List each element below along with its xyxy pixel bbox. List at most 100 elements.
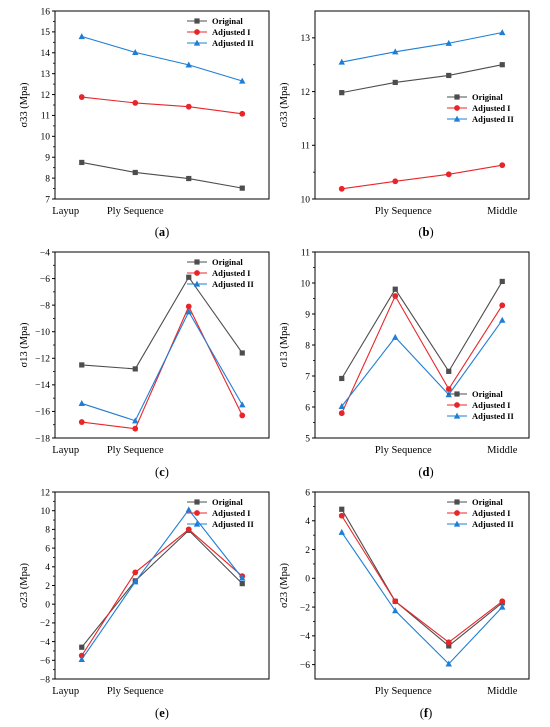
y-tick-label: 12	[41, 488, 51, 498]
data-point	[239, 110, 246, 117]
y-tick-label: −8	[40, 675, 50, 685]
y-tick-label: −4	[40, 248, 50, 258]
data-point	[499, 162, 506, 169]
y-tick-label: 8	[45, 526, 50, 536]
panel-caption: (c)	[155, 465, 169, 479]
panel-caption: (d)	[418, 465, 433, 479]
y-tick-label: 11	[301, 142, 310, 152]
series-adjusted-i	[78, 94, 246, 117]
data-point	[338, 58, 345, 65]
series-line	[341, 319, 503, 407]
data-point	[239, 401, 246, 408]
data-point	[185, 103, 192, 110]
legend-marker	[194, 270, 200, 276]
data-point	[445, 660, 452, 667]
data-point	[392, 79, 398, 86]
data-point	[239, 574, 246, 581]
series-adjusted-ii	[78, 33, 246, 84]
data-point	[132, 425, 139, 432]
legend-marker	[454, 499, 460, 505]
data-point	[186, 274, 192, 280]
y-tick-label: 8	[45, 174, 50, 184]
data-point	[392, 48, 399, 55]
y-tick-label: 13	[301, 34, 311, 44]
panel-caption: (b)	[418, 225, 433, 239]
series-line	[341, 515, 503, 644]
data-point	[239, 412, 246, 419]
series-line	[341, 281, 503, 379]
series-line	[341, 294, 503, 414]
y-tick-label: −8	[40, 301, 50, 311]
y-axis-label: σ13 (Mpa)	[19, 322, 30, 368]
y-tick-label: 10	[301, 279, 311, 289]
panel-caption: (f)	[420, 706, 433, 720]
x-tick-label: Middle	[487, 686, 518, 697]
panel-d: 5 6 7 8 9 10 11 σ13 (Mpa) Ply Sequence Middle Orig…	[279, 248, 530, 479]
y-tick-label: 2	[305, 546, 310, 556]
legend-label: Original	[212, 16, 243, 26]
data-point	[392, 333, 399, 340]
y-tick-label: 4	[45, 563, 50, 573]
y-tick-label: −6	[40, 657, 50, 667]
series-line	[81, 276, 243, 370]
series-line	[81, 96, 243, 115]
series-line	[81, 305, 243, 430]
x-tick-label: Ply Sequence	[375, 686, 432, 697]
data-point	[79, 362, 85, 368]
y-tick-label: 11	[301, 248, 310, 258]
y-tick-label: 6	[45, 544, 50, 554]
legend-label: Adjusted I	[472, 103, 511, 113]
y-tick-label: 5	[305, 434, 310, 444]
y-tick-label: 2	[45, 582, 50, 592]
legend-marker	[453, 520, 461, 527]
data-point	[499, 316, 506, 323]
x-tick-label: Ply Sequence	[375, 206, 432, 217]
data-point	[79, 644, 85, 650]
x-tick-label: Layup	[52, 206, 79, 217]
series-line	[81, 528, 243, 656]
data-point	[79, 159, 85, 166]
data-point	[499, 598, 506, 605]
panel-caption: (e)	[155, 706, 169, 720]
data-point	[392, 598, 399, 605]
legend-marker	[454, 94, 460, 100]
y-tick-label: 7	[45, 195, 50, 205]
legend-marker	[194, 499, 200, 505]
y-tick-label: 6	[305, 403, 310, 413]
series-adjusted-ii	[338, 29, 506, 65]
legend-label: Original	[212, 497, 243, 507]
y-axis-label: σ23 (Mpa)	[279, 562, 290, 608]
data-point	[78, 655, 85, 662]
plot-frame	[314, 10, 530, 200]
data-point	[338, 512, 345, 519]
data-point	[78, 94, 85, 100]
data-point	[339, 375, 345, 382]
data-point	[132, 569, 139, 576]
legend-marker	[194, 510, 200, 516]
data-point	[186, 175, 192, 182]
data-point	[132, 100, 139, 106]
x-tick-label: Middle	[487, 206, 518, 217]
legend-label: Original	[472, 92, 503, 102]
y-tick-label: 9	[305, 310, 310, 320]
legend-label: Original	[472, 389, 503, 399]
y-tick-label: 0	[45, 601, 50, 611]
series-original	[339, 62, 505, 96]
legend-marker	[454, 402, 460, 408]
legend-label: Adjusted I	[212, 268, 251, 278]
y-axis-label: σ33 (Mpa)	[19, 82, 30, 128]
y-tick-label: 12	[301, 88, 311, 98]
panel-e: −8 −6 −4 −2 0 2 4 6 8 10 12 σ23 (Mpa) Layup Ply Seque…	[19, 488, 270, 720]
data-point	[185, 526, 192, 533]
legend-label: Adjusted I	[212, 27, 251, 37]
y-tick-label: −16	[35, 408, 50, 418]
data-point	[78, 33, 85, 40]
legend-label: Adjusted II	[472, 519, 514, 529]
y-tick-label: −4	[300, 632, 310, 642]
series-original	[339, 278, 505, 382]
y-tick-label: 9	[45, 154, 50, 164]
data-point	[132, 48, 139, 55]
